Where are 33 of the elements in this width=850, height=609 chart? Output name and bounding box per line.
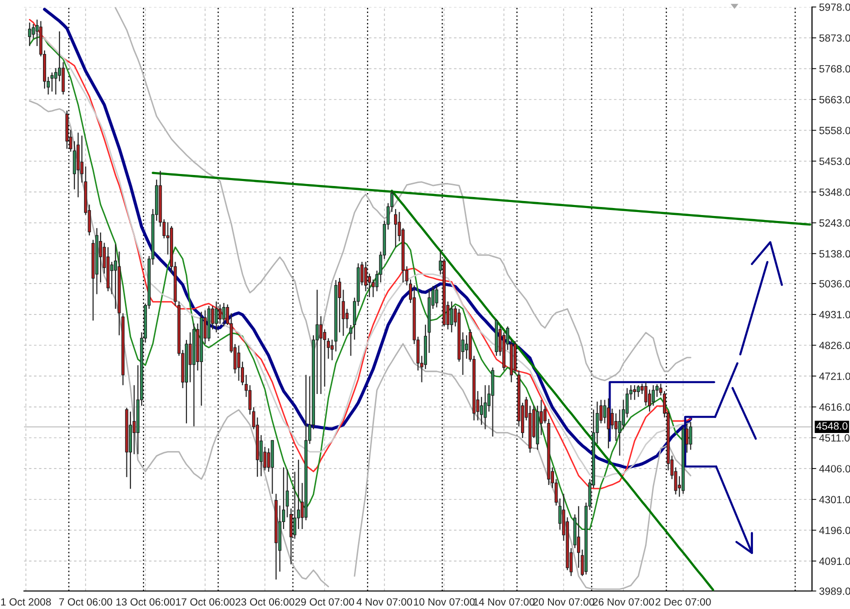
y-tick-label: 4406.0 [819,465,850,472]
y-tick-label: 4826.0 [819,342,850,350]
y-tick-label: 4091.0 [819,558,850,565]
y-tick-label: 5036.0 [819,280,850,288]
y-tick-label: 5768.0 [819,65,850,73]
ref-line-label: 4548.0 [816,422,848,430]
x-tick-label: 1 Oct 2008 [1,598,51,606]
y-tick-label: 5873.0 [819,34,850,42]
y-tick-label: 5243.0 [819,219,850,227]
x-tick-label: 17 Oct 06:00 [176,598,235,606]
y-tick-label: 4511.0 [819,434,850,442]
y-tick-label: 5453.0 [819,158,850,166]
y-tick-label: 4301.0 [819,496,850,504]
y-tick-label: 5978.0 [819,4,850,11]
y-tick-label: 3989.0 [819,588,850,595]
x-tick-label: 10 Nov 07:00 [414,598,475,606]
y-tick-label: 4616.0 [819,403,850,411]
x-tick-label: 7 Oct 06:00 [59,598,112,606]
y-tick-label: 5348.0 [819,188,850,196]
x-tick-label: 26 Nov 07:00 [592,598,654,606]
x-tick-label: 14 Nov 07:00 [474,598,534,606]
y-tick-label: 4931.0 [819,310,850,318]
x-tick-label: 2 Dec 07:00 [656,598,711,606]
x-tick-label: 13 Oct 06:00 [116,598,175,606]
y-tick-label: 4721.0 [819,372,850,380]
y-tick-label: 5558.0 [819,126,850,134]
y-tick-label: 5663.0 [819,96,850,104]
x-tick-label: 23 Oct 06:00 [236,598,294,606]
x-tick-label: 4 Nov 07:00 [356,598,412,606]
x-tick-label: 29 Oct 07:00 [295,598,354,606]
x-tick-label: 20 Nov 07:00 [533,598,594,606]
y-tick-label: 5138.0 [819,250,850,258]
y-tick-label: 4196.0 [819,526,850,534]
